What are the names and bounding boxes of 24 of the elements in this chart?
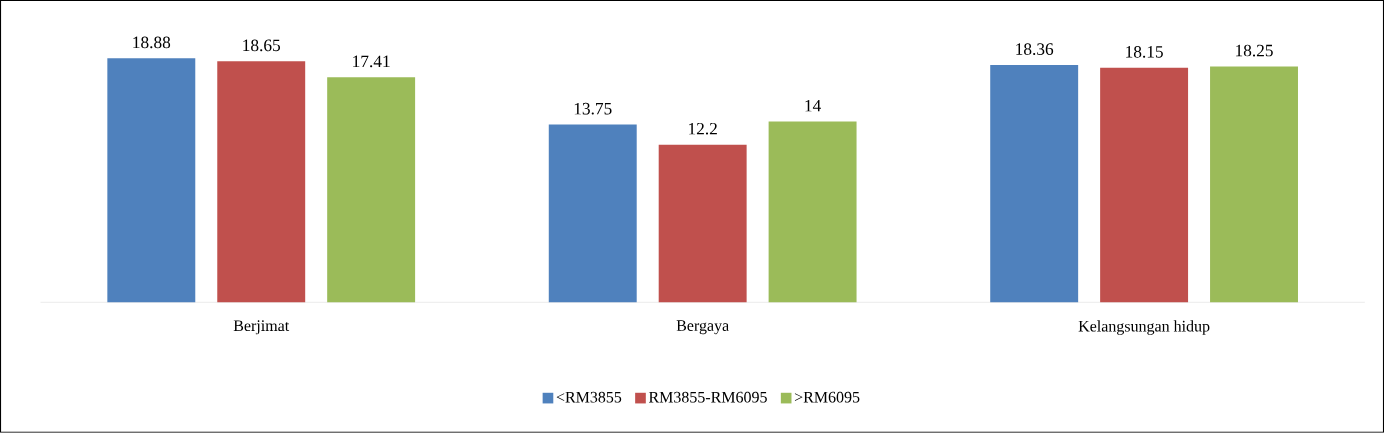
- x-tick-label: Kelangsungan hidup: [1078, 320, 1210, 335]
- legend-label: RM3855-RM6095: [648, 391, 767, 403]
- bar: [658, 144, 747, 303]
- x-tick-label: Berjimat: [233, 320, 290, 335]
- data-label: 18.36: [1016, 43, 1054, 56]
- data-label: 14: [805, 100, 821, 112]
- data-label: 12.2: [689, 123, 717, 135]
- bar: [217, 61, 306, 303]
- bar: [990, 65, 1079, 303]
- bar: [768, 121, 857, 303]
- bar: [1210, 66, 1298, 303]
- bar: [107, 58, 196, 303]
- data-label: 18.65: [243, 39, 281, 52]
- bar: [1100, 67, 1189, 303]
- x-tick-label: Bergaya: [676, 320, 729, 335]
- legend-label: <RM3855: [556, 391, 622, 403]
- data-label: 17.41: [353, 55, 390, 68]
- data-label: 18.25: [1236, 44, 1273, 57]
- legend-label: >RM6095: [794, 391, 860, 403]
- bar: [327, 77, 416, 303]
- bar: [548, 124, 637, 303]
- data-label: 18.88: [133, 36, 171, 49]
- data-label: 13.75: [574, 103, 612, 115]
- data-label: 18.15: [1126, 46, 1163, 58]
